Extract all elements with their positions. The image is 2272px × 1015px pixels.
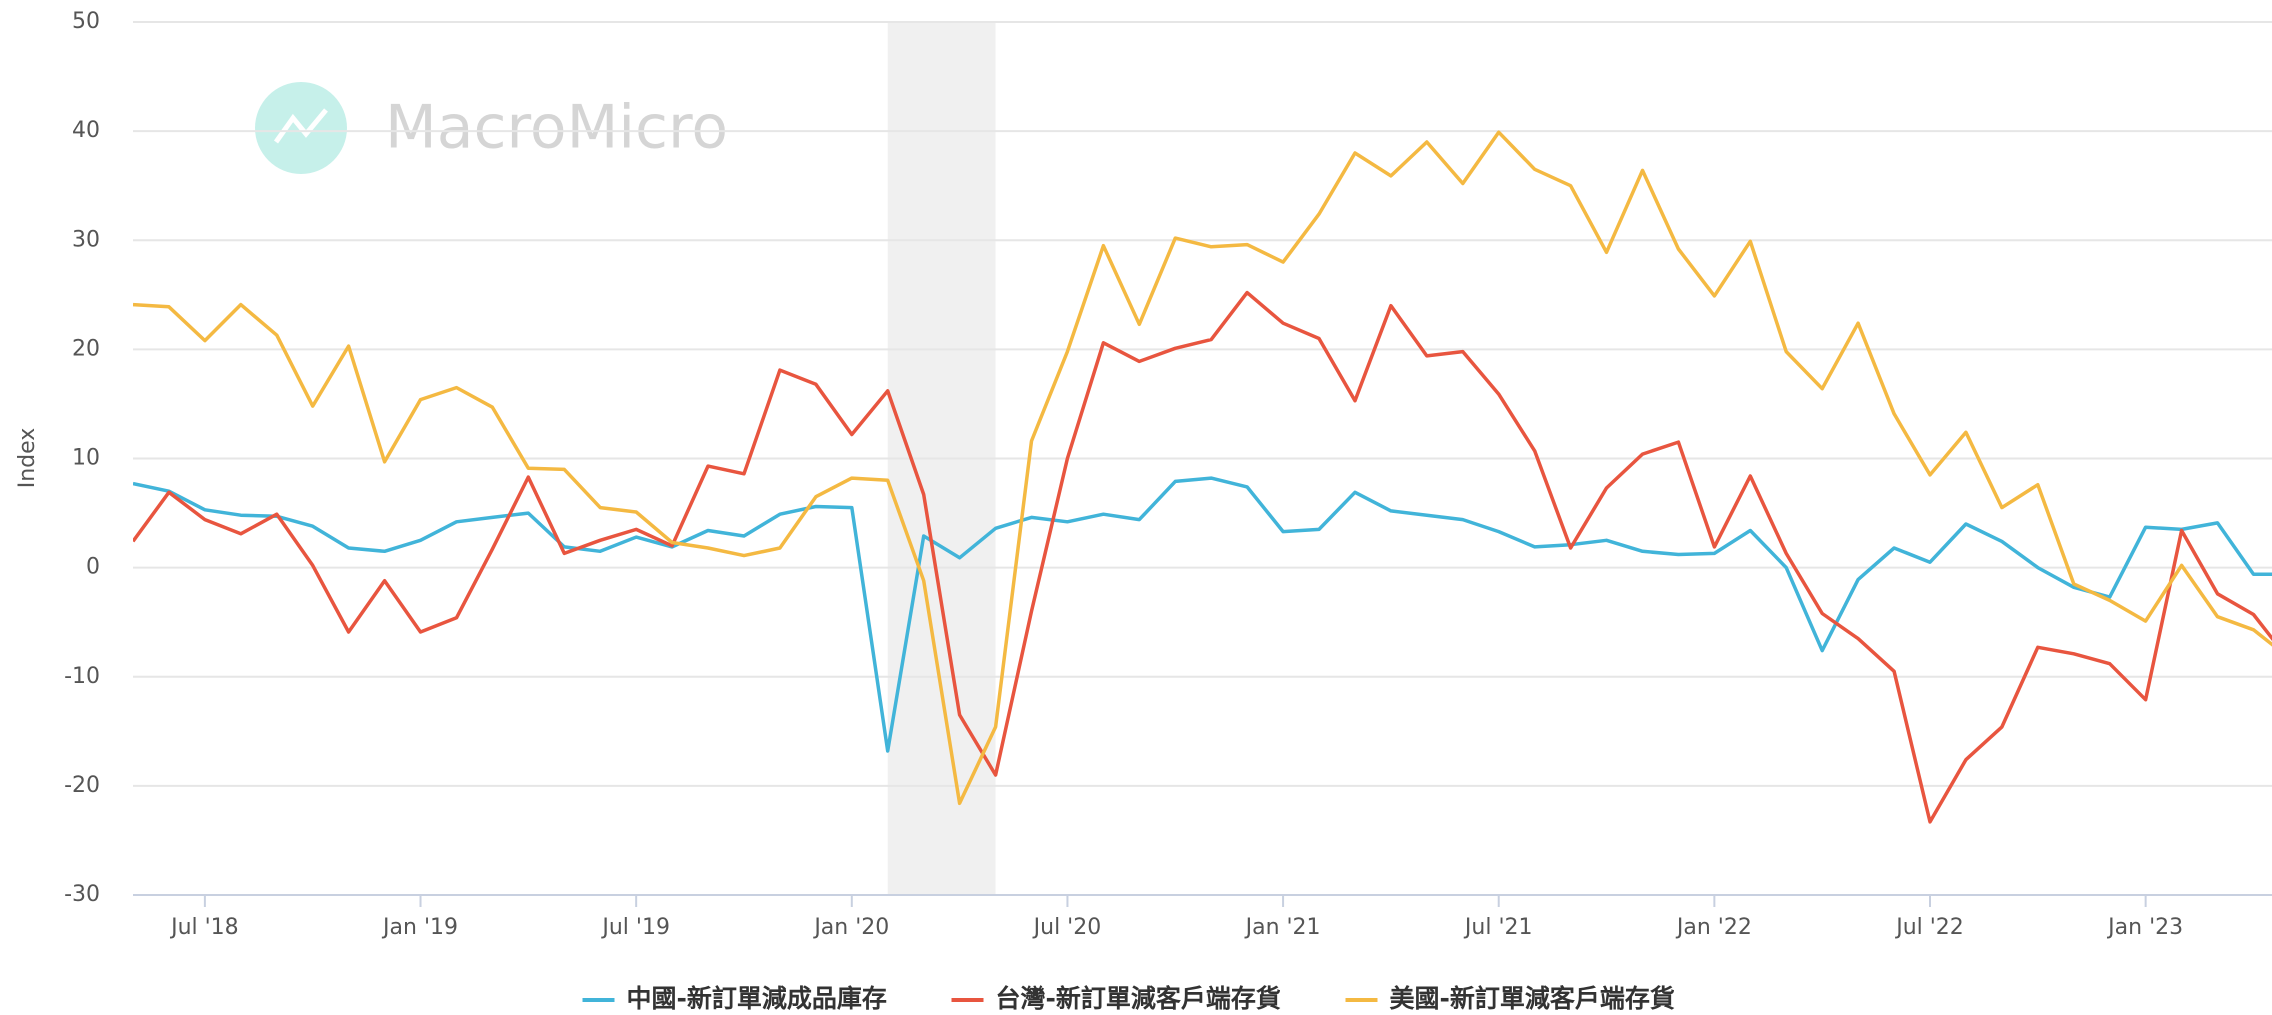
legend-text: 美國-新訂單減客戶端存貨 xyxy=(1390,984,1675,1013)
watermark-logo xyxy=(255,82,347,174)
y-tick-label: 0 xyxy=(86,555,100,580)
x-tick-label: Jan '19 xyxy=(381,915,458,940)
watermark: MacroMicro xyxy=(255,82,728,174)
y-tick-label: -30 xyxy=(64,882,100,907)
x-tick-label: Jul '19 xyxy=(600,915,670,940)
series-line xyxy=(133,130,2272,806)
y-tick-label: 40 xyxy=(72,118,100,143)
watermark-text: MacroMicro xyxy=(385,93,728,163)
x-tick-label: Jul '20 xyxy=(1032,915,1102,940)
y-tick-label: 50 xyxy=(72,9,100,34)
x-tick-label: Jan '20 xyxy=(812,915,889,940)
y-tick-label: 10 xyxy=(72,446,100,471)
legend-text: 中國-新訂單減成品庫存 xyxy=(627,984,887,1013)
y-tick-label: 30 xyxy=(72,227,100,252)
series-line xyxy=(133,290,2272,824)
x-tick-label: Jan '22 xyxy=(1675,915,1752,940)
legend-text: 台灣-新訂單減客戶端存貨 xyxy=(996,984,1281,1013)
watermark-logo-line xyxy=(273,108,328,144)
y-tick-label: -20 xyxy=(64,773,100,798)
series-line xyxy=(133,476,2272,753)
x-tick-label: Jul '21 xyxy=(1463,915,1533,940)
x-tick-label: Jul '22 xyxy=(1894,915,1964,940)
plot-area xyxy=(133,130,2272,824)
x-tick-label: Jan '21 xyxy=(1244,915,1321,940)
y-tick-label: 20 xyxy=(72,336,100,361)
x-tick-label: Jan '23 xyxy=(2106,915,2183,940)
y-axis-label: Index xyxy=(15,428,40,489)
x-tick-label: Jul '18 xyxy=(169,915,239,940)
y-tick-label: -10 xyxy=(64,664,100,689)
